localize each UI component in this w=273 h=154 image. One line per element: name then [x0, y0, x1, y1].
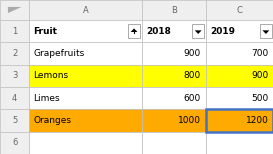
Polygon shape — [8, 7, 22, 13]
Text: 600: 600 — [183, 94, 201, 103]
Text: 700: 700 — [252, 49, 269, 58]
Text: Grapefruits: Grapefruits — [34, 49, 85, 58]
Text: 500: 500 — [252, 94, 269, 103]
Text: 1: 1 — [12, 27, 17, 36]
Text: 1000: 1000 — [178, 116, 201, 125]
Bar — [142, 132, 206, 154]
Text: Fruit: Fruit — [34, 27, 58, 36]
Bar — [29, 132, 142, 154]
Text: 800: 800 — [183, 71, 201, 80]
Text: 2: 2 — [12, 49, 17, 58]
Bar — [29, 42, 142, 65]
Bar — [0, 0, 29, 20]
Bar — [0, 20, 29, 42]
Bar — [142, 87, 206, 109]
Bar — [142, 65, 206, 87]
Text: Limes: Limes — [34, 94, 60, 103]
Bar — [142, 0, 206, 20]
Bar — [29, 0, 142, 20]
Bar — [206, 109, 273, 132]
Bar — [206, 109, 273, 132]
Bar — [29, 87, 142, 109]
Polygon shape — [195, 30, 202, 34]
Bar — [206, 87, 273, 109]
Text: Lemons: Lemons — [34, 71, 69, 80]
Text: 900: 900 — [183, 49, 201, 58]
Text: 6: 6 — [12, 138, 17, 147]
Bar — [206, 65, 273, 87]
Text: A: A — [83, 6, 89, 14]
Bar — [0, 65, 29, 87]
Bar — [142, 109, 206, 132]
Bar — [0, 87, 29, 109]
Bar — [260, 24, 272, 38]
Polygon shape — [130, 28, 138, 32]
Text: B: B — [171, 6, 177, 14]
Bar — [206, 0, 273, 20]
Bar — [0, 132, 29, 154]
Text: C: C — [237, 6, 242, 14]
Bar — [206, 20, 273, 42]
Bar — [206, 132, 273, 154]
Bar — [0, 42, 29, 65]
Text: 3: 3 — [12, 71, 17, 80]
Bar — [142, 42, 206, 65]
Text: 1200: 1200 — [246, 116, 269, 125]
Bar — [206, 42, 273, 65]
Bar — [142, 20, 206, 42]
Polygon shape — [262, 30, 269, 34]
Text: 900: 900 — [252, 71, 269, 80]
Bar — [29, 20, 142, 42]
Bar — [29, 65, 142, 87]
Bar — [128, 24, 140, 38]
Text: 4: 4 — [12, 94, 17, 103]
Text: Oranges: Oranges — [34, 116, 72, 125]
Bar — [29, 109, 142, 132]
Bar — [0, 109, 29, 132]
Text: 2018: 2018 — [146, 27, 171, 36]
Bar — [192, 24, 204, 38]
Text: 2019: 2019 — [210, 27, 235, 36]
Text: 5: 5 — [12, 116, 17, 125]
